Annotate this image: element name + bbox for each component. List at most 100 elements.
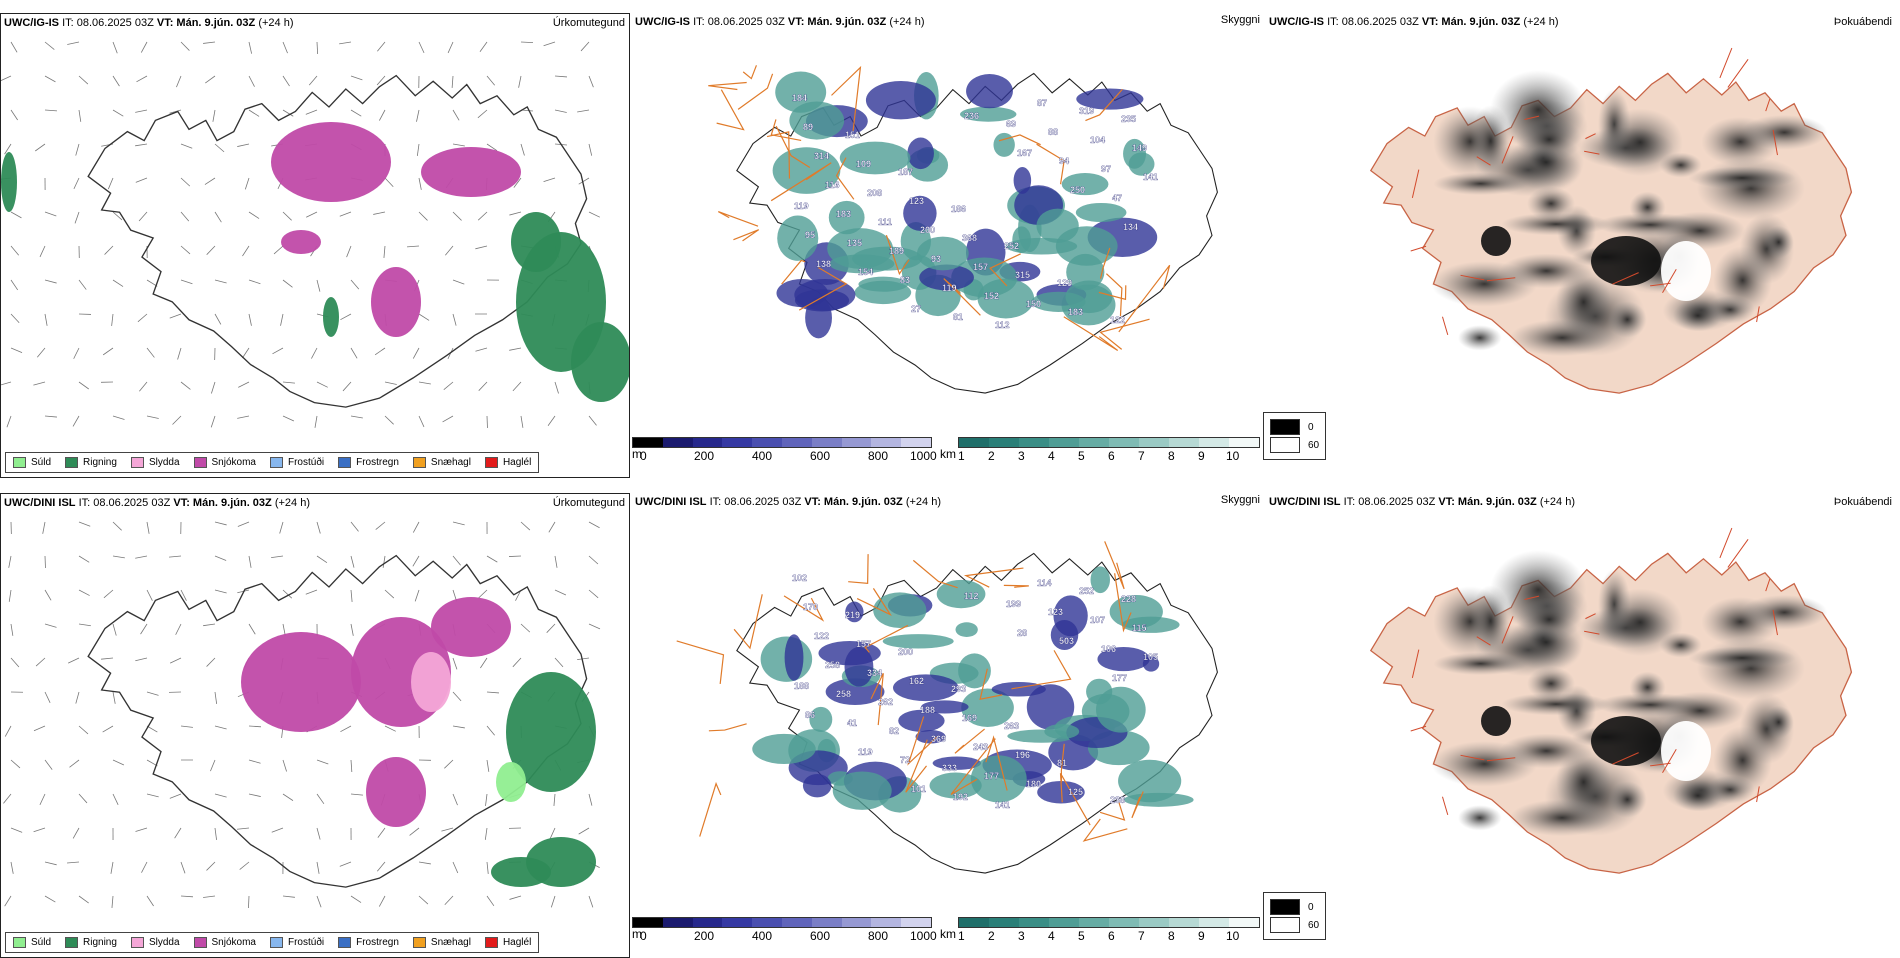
- wind-barb: [453, 862, 458, 873]
- wind-barb: [1, 382, 11, 385]
- wind-barb: [176, 624, 181, 635]
- wind-barb: [283, 382, 295, 383]
- wind-barb: [379, 896, 385, 907]
- wind-barb: [5, 896, 11, 906]
- road-line: [708, 83, 746, 90]
- ceiling-value-label: 114: [1037, 578, 1052, 588]
- ceiling-unit: m: [632, 447, 642, 461]
- rain-area: [511, 212, 561, 272]
- wind-barb: [577, 110, 589, 112]
- wind-barb: [249, 110, 259, 116]
- precip-type-panel-ig: UWC/IG-IS IT: 08.06.2025 03Z VT: Mán. 9.…: [0, 13, 630, 478]
- wind-barb: [103, 348, 113, 355]
- ceiling-value-label: 129: [1057, 278, 1072, 288]
- cloud-area: [956, 622, 978, 637]
- fog-legend: 0 60: [1263, 412, 1326, 460]
- road-line: [700, 784, 721, 837]
- ceiling-value-label: 125: [1068, 787, 1083, 797]
- road-line: [1720, 48, 1732, 78]
- ceiling-value-label: 170: [803, 602, 818, 612]
- wind-barb: [487, 896, 494, 906]
- wind-barb: [135, 144, 147, 146]
- wind-barb: [11, 862, 13, 874]
- wind-barb: [215, 794, 227, 797]
- wind-barb: [215, 212, 221, 222]
- fog-area: [1713, 246, 1772, 314]
- wind-barb: [419, 212, 428, 220]
- cloud-area: [803, 774, 832, 797]
- wind-barb: [577, 658, 589, 660]
- wind-barb: [283, 896, 295, 897]
- wind-barb: [475, 246, 487, 249]
- wind-barb: [445, 896, 453, 905]
- ceiling-value-label: 111: [878, 217, 892, 227]
- wind-barb: [79, 522, 90, 526]
- ceiling-value-label: 243: [973, 742, 988, 752]
- wind-barb: [306, 110, 317, 114]
- fog-area: [1629, 672, 1665, 703]
- wind-barb: [11, 110, 18, 120]
- cloud-area: [993, 133, 1014, 157]
- ceiling-value-label: 134: [1123, 222, 1138, 232]
- wind-barb: [487, 692, 499, 693]
- wind-barb: [509, 212, 521, 215]
- fog-area: [1608, 781, 1647, 818]
- ceiling-value-label: 334: [867, 668, 882, 678]
- ceiling-value-label: 177: [1112, 673, 1127, 683]
- wind-barb: [555, 590, 566, 595]
- wind-barb: [283, 280, 293, 287]
- wind-barb: [283, 212, 292, 220]
- wind-barb: [7, 416, 11, 427]
- wind-barb: [544, 42, 555, 46]
- fog-area: [1763, 706, 1794, 739]
- fog-area: [1741, 595, 1827, 630]
- wind-barb: [487, 76, 495, 85]
- fog-area: [1688, 167, 1796, 190]
- cloud-area: [1044, 724, 1079, 739]
- ceiling-value-label: 187: [898, 167, 913, 177]
- cloud-area: [776, 279, 828, 307]
- wind-barb: [237, 416, 249, 418]
- ceiling-value-label: 236: [964, 111, 979, 121]
- road-line: [1084, 819, 1127, 841]
- wind-barb: [11, 828, 22, 832]
- panel-header: UWC/IG-IS IT: 08.06.2025 03Z VT: Mán. 9.…: [1269, 16, 1559, 28]
- wind-barb: [375, 348, 385, 355]
- wind-barb: [453, 556, 461, 565]
- wind-barb: [589, 144, 592, 156]
- ceiling-value-label: 157: [856, 639, 871, 649]
- fog-area: [1501, 213, 1611, 236]
- ceiling-value-label: 167: [1017, 148, 1032, 158]
- wind-barb: [480, 658, 487, 668]
- ceiling-value-label: 141: [1143, 172, 1158, 182]
- ceiling-value-label: 72: [900, 755, 910, 765]
- wind-barb: [589, 896, 593, 907]
- ceiling-value-label: 188: [920, 705, 935, 715]
- wind-barb: [240, 862, 249, 870]
- wind-barb: [453, 314, 456, 326]
- fog-area: [1713, 726, 1772, 794]
- road-line: [717, 90, 744, 130]
- ceiling-value-label: 151: [845, 130, 860, 140]
- wind-barb: [40, 794, 45, 805]
- wind-barb: [111, 862, 113, 874]
- wind-barb: [5, 726, 11, 737]
- wind-barb: [581, 42, 589, 51]
- wind-barb: [309, 76, 317, 85]
- wind-barb: [283, 794, 293, 801]
- wind-barb: [175, 828, 181, 838]
- wind-barb: [521, 42, 533, 43]
- wind-barb: [554, 794, 555, 806]
- wind-barb: [444, 382, 453, 390]
- wind-barb: [249, 624, 255, 634]
- ceiling-value-label: 122: [1110, 315, 1125, 325]
- wind-barb: [317, 280, 320, 292]
- rain-area: [323, 297, 339, 337]
- ceiling-value-label: 189: [889, 246, 904, 256]
- wind-barb: [306, 590, 317, 594]
- wind-barb: [11, 658, 19, 667]
- wind-barb: [589, 556, 598, 564]
- ceiling-value-label: 123: [909, 196, 924, 206]
- wind-barb: [351, 556, 354, 568]
